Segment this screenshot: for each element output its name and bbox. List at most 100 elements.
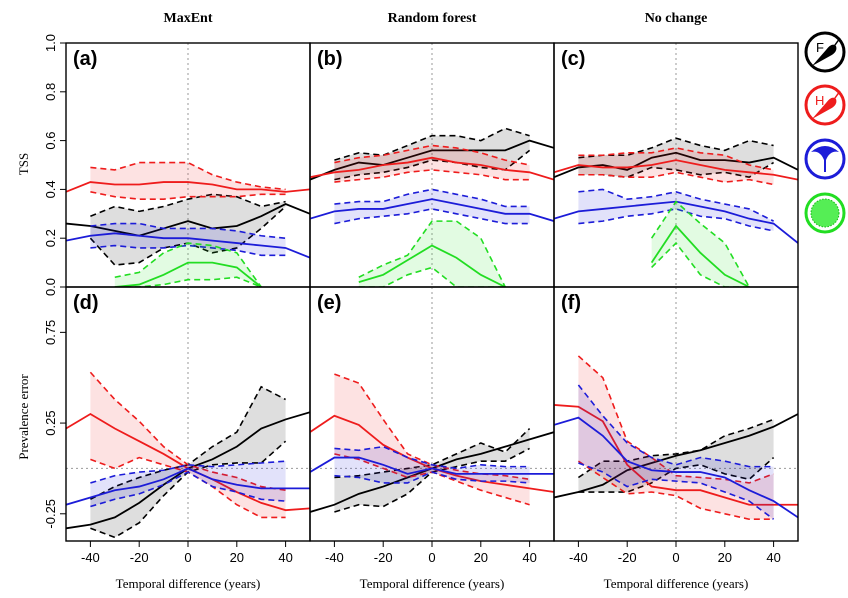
panel-a-green-band xyxy=(114,243,262,287)
legend-letter-h: H xyxy=(815,93,824,108)
panel-d-red-upper-line xyxy=(89,371,286,491)
panel-c-red-lower-line xyxy=(578,171,774,186)
panel-d-xtick-label: 0 xyxy=(184,550,191,565)
xlabel-no-change: Temporal difference (years) xyxy=(604,576,749,591)
panel-b-label: (b) xyxy=(317,48,343,70)
panel-c-green-band xyxy=(651,201,750,287)
panel-b-red-upper-line xyxy=(334,144,530,166)
panel-d-label: (d) xyxy=(73,292,99,314)
legend-green-disc xyxy=(810,198,840,228)
panel-b-green-band xyxy=(358,221,506,287)
panel-e-blue-lower-line xyxy=(334,471,530,484)
panel-c: (c) xyxy=(553,42,799,288)
panel-c-blue-upper-line xyxy=(578,188,774,222)
panel-d-xtick-label: -40 xyxy=(81,550,100,565)
ylabel-tss: TSS xyxy=(16,153,31,175)
panel-b-plot-area xyxy=(310,43,554,287)
panel-a-blue-band xyxy=(90,223,286,256)
panel-e-xtick-label: 0 xyxy=(428,550,435,565)
legend-red-stem xyxy=(829,90,841,106)
panel-e: (e) -40 -20 0 20 40 xyxy=(309,286,555,565)
panel-c-red-upper-line xyxy=(578,147,774,171)
panel-b-blue-band xyxy=(334,189,530,224)
panel-e-red-band xyxy=(334,374,530,505)
panel-a-ytick-label: 0.2 xyxy=(43,229,58,247)
panel-f-label: (f) xyxy=(561,292,581,314)
panel-a-blue-upper-line xyxy=(90,222,286,239)
panel-f-red-band xyxy=(578,355,774,520)
legend-icon-red: H xyxy=(804,84,846,126)
panel-c-green-lower-line xyxy=(651,241,750,287)
panel-f-xtick-label: 20 xyxy=(718,550,732,565)
panel-b-black-mean-line xyxy=(310,139,554,181)
panel-f-black-upper-line xyxy=(577,418,774,479)
panel-a-ytick-label: 0.6 xyxy=(43,132,58,150)
legend-red-shape xyxy=(812,97,837,119)
panel-d-blue-mean-line xyxy=(66,467,310,506)
panel-a-ytick-label: 0.4 xyxy=(43,180,58,198)
column-title-random-forest: Random forest xyxy=(388,11,477,26)
legend-icon-blue xyxy=(804,138,846,180)
panel-b-blue-upper-line xyxy=(334,188,530,208)
legend: F H xyxy=(804,31,846,234)
panel-d-red-band xyxy=(90,372,286,518)
panel-f-blue-upper-line xyxy=(577,384,774,468)
legend-blue-mushroom xyxy=(811,146,839,172)
panel-b-blue-lower-line xyxy=(334,208,530,225)
panel-a-green-lower-line xyxy=(114,276,262,287)
legend-icon-green xyxy=(804,192,846,234)
panel-b-blue-mean-line xyxy=(310,198,554,222)
panel-a: (a) 0.0 0.2 0.4 0.6 0.8 1.0 xyxy=(43,34,311,296)
panel-c-green-upper-line xyxy=(650,200,750,287)
panel-c-black-upper-line xyxy=(578,137,774,159)
panel-f-red-upper-line xyxy=(577,355,774,484)
panel-d-ytick-label: 0.75 xyxy=(43,320,58,345)
xlabel-random-forest: Temporal difference (years) xyxy=(360,576,505,591)
panel-d-ytick-label: -0.25 xyxy=(43,499,58,529)
panel-c-red-mean-line xyxy=(554,159,798,181)
panel-e-blue-upper-line xyxy=(334,445,530,470)
panel-d-black-band xyxy=(90,386,286,538)
legend-letter-f: F xyxy=(816,40,824,55)
panel-f-black-mean-line xyxy=(554,413,798,499)
panel-b-green-mean-line xyxy=(358,244,506,287)
panel-a-blue-lower-line xyxy=(90,244,286,257)
ylabel-prevalence-error: Prevalence error xyxy=(16,374,31,460)
panel-a-black-mean-line xyxy=(66,203,310,237)
panel-f-xtick-label: -40 xyxy=(569,550,588,565)
panel-f-red-mean-line xyxy=(554,404,798,506)
panel-a-black-upper-line xyxy=(90,193,286,217)
panel-f-xtick-label: 40 xyxy=(766,550,780,565)
panel-a-red-mean-line xyxy=(66,181,310,193)
panel-a-red-upper-line xyxy=(90,161,286,191)
panel-e-black-band xyxy=(334,428,530,512)
panel-c-red-band xyxy=(578,147,774,185)
panel-a-red-band xyxy=(90,162,286,200)
panel-e-label: (e) xyxy=(317,292,341,314)
panel-d-ytick-label: 0.25 xyxy=(43,410,58,435)
panel-f-blue-mean-line xyxy=(554,416,798,519)
panel-f-black-lower-line xyxy=(578,456,775,493)
panel-f-plot-area xyxy=(554,287,798,541)
panel-e-black-upper-line xyxy=(334,427,531,479)
panel-c-green-mean-line xyxy=(650,224,750,287)
panel-f-xtick-label: -20 xyxy=(618,550,637,565)
panel-b: (b) xyxy=(309,42,555,288)
legend-icon-black: F xyxy=(804,31,846,73)
panel-e-blue-mean-line xyxy=(310,456,554,475)
panel-e-plot-area xyxy=(310,287,554,541)
panel-d-xtick-label: -20 xyxy=(130,550,149,565)
panel-e-xtick-label: -20 xyxy=(374,550,393,565)
panel-d-plot-area xyxy=(66,287,310,541)
panel-a-ytick-label: 1.0 xyxy=(43,34,58,52)
panel-b-red-band xyxy=(334,145,530,183)
panel-c-plot-area xyxy=(554,43,798,287)
column-title-maxent: MaxEnt xyxy=(164,11,213,26)
column-title-no-change: No change xyxy=(645,11,708,26)
panel-e-xtick-label: -40 xyxy=(325,550,344,565)
panel-a-blue-mean-line xyxy=(66,232,310,259)
panel-e-xtick-label: 20 xyxy=(474,550,488,565)
panel-a-ytick-label: 0.8 xyxy=(43,83,58,101)
panel-a-green-upper-line xyxy=(114,242,262,287)
